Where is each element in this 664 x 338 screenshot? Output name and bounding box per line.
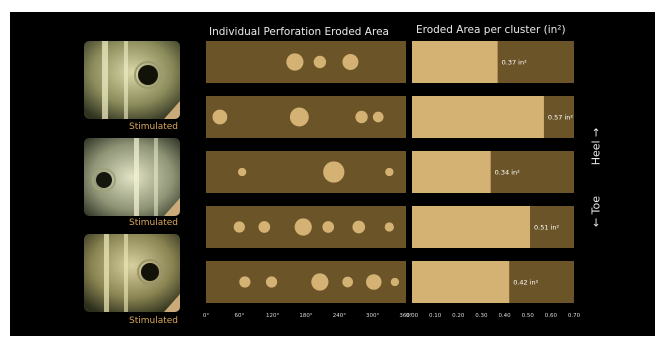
angle-tick-label: 240°	[333, 313, 346, 319]
perforation-bubble-1-2	[313, 55, 327, 69]
perforation-bubble-5-5	[366, 274, 382, 290]
photo-label-1: Stimulated	[128, 122, 178, 132]
perforation-bubble-4-6	[384, 222, 394, 232]
perforation-bubble-3-1	[237, 167, 247, 177]
perforation-bubble-5-2	[265, 276, 278, 288]
perforation-bubble-2-3	[355, 110, 368, 124]
perforation-photo-2	[84, 138, 180, 216]
perforation-bubble-4-3	[294, 218, 312, 236]
perforation-bubble-1-1	[286, 53, 304, 71]
angle-tick-label: 300°	[366, 313, 379, 319]
perforation-bubble-5-1	[239, 276, 251, 288]
bar-value-label-3: 0.34 in²	[495, 169, 520, 177]
bar-value-label-4: 0.51 in²	[534, 224, 559, 232]
cluster-bar-1	[412, 41, 498, 83]
photo-label-2: Stimulated	[128, 218, 178, 228]
angle-tick-label: 180°	[299, 313, 312, 319]
perforation-bubble-5-3	[311, 273, 329, 291]
left-panel-title: Individual Perforation Eroded Area	[209, 26, 389, 38]
chart-area: 0.37 in² 0.57 in² 0.34 in² 0.51 in² 0.42 in²…	[203, 41, 581, 319]
perforation-bubble-5-4	[342, 276, 354, 288]
bar-value-label-1: 0.37 in²	[502, 59, 527, 67]
perforation-photo-3	[84, 234, 180, 312]
bubble-row-bg-1	[206, 41, 406, 83]
area-tick-label: 0.10	[429, 313, 442, 319]
bar-value-label-5: 0.42 in²	[513, 279, 538, 287]
perforation-bubble-5-6	[390, 277, 400, 287]
area-tick-label: 0.50	[522, 313, 535, 319]
area-tick-label: 0.70	[568, 313, 581, 319]
bar-value-label-2: 0.57 in²	[548, 114, 573, 122]
area-tick-label: 0.00	[406, 313, 419, 319]
angle-tick-label: 0°	[203, 313, 209, 319]
perforation-bubble-4-1	[233, 221, 245, 233]
perforation-bubble-4-2	[258, 221, 271, 233]
perforation-bubble-1-3	[342, 54, 359, 70]
angle-tick-label: 360°	[399, 313, 412, 319]
angle-tick-label: 60°	[234, 313, 244, 319]
heel-label: Heel →	[589, 127, 603, 166]
cluster-bar-4	[412, 206, 531, 248]
perforation-bubble-4-5	[352, 220, 366, 234]
perforation-bubble-2-1	[212, 109, 228, 125]
photo-label-3: Stimulated	[128, 316, 178, 326]
perforation-bubble-2-4	[372, 111, 384, 123]
perforation-bubble-2-2	[289, 107, 309, 127]
right-panel-title: Eroded Area per cluster (in²)	[416, 24, 566, 36]
perforation-bubble-3-3	[385, 167, 394, 177]
toe-label: ← Toe	[589, 195, 603, 228]
figure-canvas: Individual Perforation Eroded Area Erode…	[10, 12, 655, 336]
area-tick-label: 0.20	[452, 313, 465, 319]
cluster-bar-5	[412, 261, 510, 303]
area-tick-label: 0.40	[498, 313, 511, 319]
bubble-row-bg-3	[206, 151, 406, 193]
cluster-bar-3	[412, 151, 491, 193]
perforation-bubble-4-4	[322, 221, 335, 233]
cluster-bar-2	[412, 96, 544, 138]
angle-tick-label: 120°	[266, 313, 279, 319]
perforation-bubble-3-2	[323, 161, 345, 183]
area-tick-label: 0.30	[475, 313, 488, 319]
perforation-photo-1	[84, 41, 180, 119]
area-tick-label: 0.60	[545, 313, 558, 319]
